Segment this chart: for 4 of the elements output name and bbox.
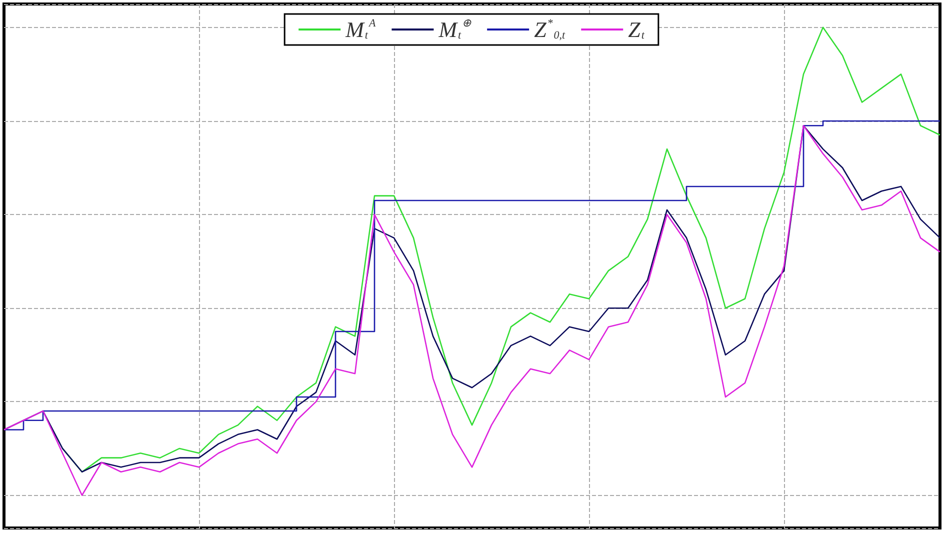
legend-label: MtA bbox=[344, 17, 376, 42]
legend-label: Zt bbox=[628, 17, 646, 42]
legend-label: Z*0,t bbox=[534, 17, 566, 42]
legend-label: Mt⊕ bbox=[438, 17, 472, 42]
